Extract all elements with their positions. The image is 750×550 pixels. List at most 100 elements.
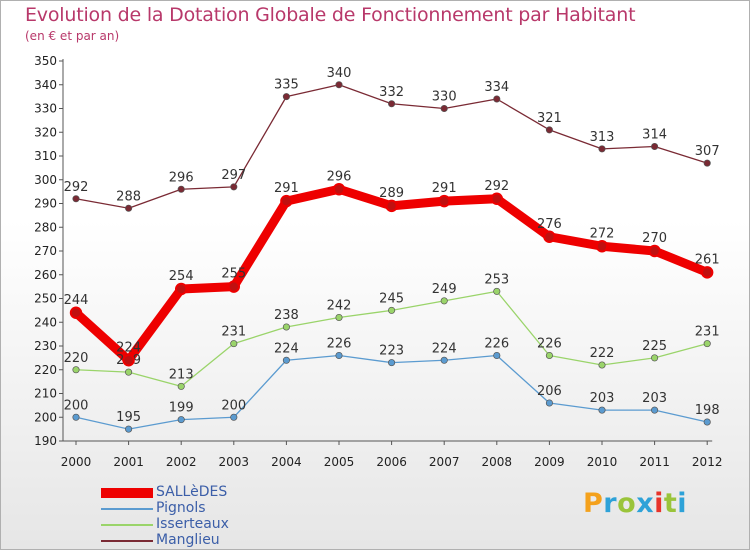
y-tick-label: 200 [34, 410, 57, 424]
data-point [227, 280, 241, 293]
x-tick-label: 2008 [482, 455, 513, 469]
data-point [335, 313, 343, 322]
data-point [388, 359, 396, 367]
data-point [598, 145, 606, 153]
data-point [545, 351, 553, 360]
legend-label: Isserteaux [156, 516, 229, 532]
data-label: 292 [64, 180, 89, 195]
data-point [545, 126, 553, 134]
data-point [598, 406, 606, 414]
y-tick-label: 190 [34, 434, 57, 448]
data-label: 226 [537, 337, 562, 352]
data-point [438, 194, 451, 208]
data-point [125, 368, 133, 376]
y-tick-label: 280 [34, 220, 57, 234]
data-label: 231 [695, 325, 720, 340]
data-label: 226 [484, 337, 509, 352]
data-label: 330 [432, 90, 457, 105]
data-label: 314 [642, 128, 667, 143]
data-point [72, 366, 80, 374]
data-point [282, 323, 290, 331]
data-point [490, 192, 503, 205]
data-label: 231 [221, 325, 246, 340]
y-tick-label: 300 [34, 173, 57, 187]
chart-subtitle: (en € et par an) [25, 29, 120, 43]
data-point [230, 340, 238, 348]
data-label: 292 [484, 179, 509, 194]
x-tick-label: 2005 [324, 455, 355, 469]
y-tick-label: 320 [34, 125, 57, 139]
data-label: 291 [432, 181, 457, 196]
x-tick-label: 2001 [113, 455, 144, 469]
data-label: 261 [695, 252, 720, 267]
data-label: 291 [274, 181, 299, 196]
data-label: 242 [327, 299, 352, 314]
data-point [493, 287, 501, 295]
x-tick-label: 2009 [534, 455, 565, 469]
y-tick-label: 260 [34, 268, 57, 282]
x-tick-label: 2011 [639, 455, 670, 469]
y-tick-label: 240 [34, 315, 57, 329]
data-point [335, 351, 343, 360]
legend-swatch [101, 488, 153, 498]
data-point [701, 266, 714, 279]
data-label: 206 [537, 384, 562, 399]
data-label: 321 [537, 111, 562, 126]
data-point [122, 354, 135, 367]
data-point [651, 354, 659, 362]
data-point [440, 356, 448, 364]
x-tick-label: 2003 [219, 455, 250, 469]
data-point [595, 240, 609, 253]
data-point [72, 195, 80, 203]
data-label: 288 [116, 189, 141, 204]
data-label: 200 [64, 398, 89, 413]
data-point [282, 356, 290, 364]
data-point [440, 297, 448, 305]
data-label: 198 [695, 403, 720, 418]
y-tick-label: 270 [34, 244, 57, 258]
x-tick-label: 2002 [166, 455, 197, 469]
data-label: 249 [432, 282, 457, 297]
data-point [493, 95, 501, 103]
data-point [125, 425, 133, 433]
proxiti-logo: Proxiti [583, 488, 688, 519]
data-point [175, 282, 188, 296]
data-label: 225 [642, 339, 667, 354]
data-label: 307 [695, 144, 720, 159]
data-label: 203 [642, 391, 667, 406]
data-label: 276 [537, 217, 562, 232]
data-point [493, 351, 501, 360]
legend-swatch [101, 524, 153, 526]
data-label: 253 [484, 272, 509, 287]
data-point [230, 183, 238, 191]
y-tick-label: 350 [34, 54, 57, 68]
data-label: 220 [64, 351, 89, 366]
data-label: 272 [590, 226, 615, 241]
data-label: 296 [169, 170, 194, 185]
data-label: 296 [327, 169, 352, 184]
x-tick-label: 2000 [61, 455, 92, 469]
legend-label: Pignols [156, 500, 206, 516]
data-label: 195 [116, 410, 141, 425]
data-point [177, 382, 185, 390]
data-point [385, 199, 398, 213]
data-label: 332 [379, 85, 404, 100]
data-label: 313 [590, 130, 615, 145]
legend-swatch [101, 508, 153, 510]
chart-title: Evolution de la Dotation Globale de Fonc… [25, 4, 636, 26]
data-label: 222 [590, 346, 615, 361]
data-point [388, 100, 396, 108]
data-label: 289 [379, 186, 404, 201]
x-tick-label: 2004 [271, 455, 302, 469]
y-tick-label: 210 [34, 387, 57, 401]
data-point [703, 340, 711, 348]
data-point [703, 159, 711, 167]
y-tick-label: 290 [34, 197, 57, 211]
data-label: 224 [432, 341, 457, 356]
y-tick-label: 220 [34, 363, 57, 377]
legend-swatch [101, 540, 153, 542]
data-label: 213 [169, 367, 194, 382]
data-label: 270 [642, 231, 667, 246]
